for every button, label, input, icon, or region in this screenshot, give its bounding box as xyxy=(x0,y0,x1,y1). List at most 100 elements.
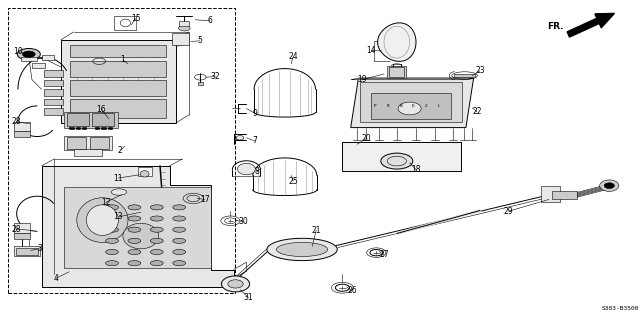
Bar xyxy=(371,93,451,119)
Bar xyxy=(360,82,462,122)
Bar xyxy=(92,113,114,126)
Ellipse shape xyxy=(173,216,186,221)
Bar xyxy=(64,112,118,128)
Ellipse shape xyxy=(398,102,421,115)
Polygon shape xyxy=(342,142,461,171)
Bar xyxy=(14,122,30,131)
Text: P: P xyxy=(374,104,376,108)
Ellipse shape xyxy=(106,261,118,266)
Bar xyxy=(90,137,109,149)
Ellipse shape xyxy=(77,198,128,242)
Bar xyxy=(389,67,404,77)
Text: 9: 9 xyxy=(252,109,257,118)
Ellipse shape xyxy=(150,249,163,255)
Ellipse shape xyxy=(106,205,118,210)
Bar xyxy=(67,113,89,126)
Ellipse shape xyxy=(106,227,118,232)
Polygon shape xyxy=(351,78,474,80)
Bar xyxy=(70,45,166,57)
Bar xyxy=(114,16,136,30)
Bar xyxy=(69,127,74,129)
Text: 16: 16 xyxy=(96,105,106,114)
Text: 6: 6 xyxy=(207,16,212,25)
Bar xyxy=(44,108,63,115)
Text: 1: 1 xyxy=(120,56,125,64)
Ellipse shape xyxy=(600,180,619,191)
Text: S303-B3500: S303-B3500 xyxy=(601,306,639,311)
Ellipse shape xyxy=(128,216,141,221)
Bar xyxy=(82,127,86,129)
Ellipse shape xyxy=(128,261,141,266)
Text: 4: 4 xyxy=(54,274,59,283)
Text: 14: 14 xyxy=(366,46,376,55)
Text: 27: 27 xyxy=(379,250,389,259)
Ellipse shape xyxy=(22,51,35,57)
Text: 12: 12 xyxy=(101,198,110,207)
Text: 5: 5 xyxy=(197,36,202,45)
Bar xyxy=(108,127,112,129)
Text: 13: 13 xyxy=(113,212,124,221)
Text: 7: 7 xyxy=(252,137,257,145)
Ellipse shape xyxy=(179,25,190,31)
Text: 28: 28 xyxy=(12,225,20,234)
Ellipse shape xyxy=(128,249,141,255)
Polygon shape xyxy=(378,23,416,61)
Text: 3: 3 xyxy=(37,244,42,253)
Polygon shape xyxy=(276,242,328,256)
Text: 28: 28 xyxy=(12,117,20,126)
Ellipse shape xyxy=(128,238,141,243)
Ellipse shape xyxy=(173,249,186,255)
Ellipse shape xyxy=(604,183,614,189)
Text: 22: 22 xyxy=(472,107,481,116)
Ellipse shape xyxy=(150,205,163,210)
Polygon shape xyxy=(267,238,337,261)
Bar xyxy=(138,167,152,176)
Text: 31: 31 xyxy=(243,293,253,302)
Bar xyxy=(44,99,63,105)
Bar xyxy=(8,8,235,293)
Bar xyxy=(64,136,112,150)
Text: 17: 17 xyxy=(200,195,210,204)
Bar xyxy=(70,80,166,96)
Bar xyxy=(387,66,406,78)
Text: N: N xyxy=(399,104,402,108)
Polygon shape xyxy=(351,78,474,128)
Bar xyxy=(179,21,189,26)
Bar xyxy=(552,191,577,199)
Bar xyxy=(198,82,203,85)
Bar xyxy=(172,33,189,45)
Ellipse shape xyxy=(17,48,40,60)
Text: 2: 2 xyxy=(118,146,123,155)
Bar xyxy=(44,70,63,77)
Text: 8: 8 xyxy=(255,167,260,176)
Bar xyxy=(14,233,30,239)
Ellipse shape xyxy=(123,223,159,249)
Ellipse shape xyxy=(173,238,186,243)
Text: 26: 26 xyxy=(347,286,357,295)
Text: 29: 29 xyxy=(504,207,514,216)
Ellipse shape xyxy=(236,136,244,140)
Text: 11: 11 xyxy=(114,174,123,182)
Bar xyxy=(67,137,86,149)
Polygon shape xyxy=(42,166,234,287)
Bar xyxy=(454,74,475,77)
Bar xyxy=(74,149,102,156)
Text: 23: 23 xyxy=(475,66,485,75)
Bar xyxy=(32,63,45,68)
Ellipse shape xyxy=(140,171,149,177)
Ellipse shape xyxy=(173,227,186,232)
Ellipse shape xyxy=(173,205,186,210)
Polygon shape xyxy=(61,40,176,123)
Bar xyxy=(14,246,40,256)
Text: 10: 10 xyxy=(13,47,23,56)
Bar xyxy=(14,131,30,137)
Bar xyxy=(42,55,54,60)
Ellipse shape xyxy=(86,205,118,235)
Bar xyxy=(70,61,166,77)
Text: 18: 18 xyxy=(412,165,420,174)
Text: 24: 24 xyxy=(288,52,298,61)
Bar xyxy=(44,89,63,96)
Text: R: R xyxy=(387,104,389,108)
Text: 30: 30 xyxy=(238,217,248,226)
Ellipse shape xyxy=(228,280,243,288)
